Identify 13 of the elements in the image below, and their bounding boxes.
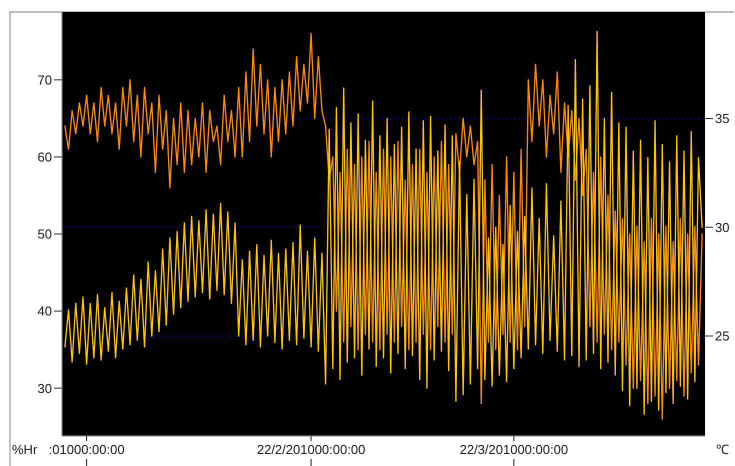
y-tick-label: 30 — [38, 380, 52, 396]
y-axis-title: %Hr — [12, 442, 38, 457]
y-tick-label: 40 — [38, 304, 52, 319]
y-tick-label: 60 — [38, 149, 52, 164]
x-tick-label: 22/3/201000:00:00 — [460, 442, 568, 457]
y2-tick-label: 35 — [715, 111, 730, 126]
y2-axis-title: ℃ — [716, 442, 729, 457]
y-tick-label: 70 — [38, 72, 52, 88]
x-tick-label: 22/2/201000:00:00 — [256, 442, 366, 457]
y2-tick-label: 25 — [715, 328, 730, 344]
y2-tick-label: 30 — [715, 220, 730, 235]
x-tick-label: :01000:00:00 — [48, 442, 125, 457]
y-tick-label: 50 — [38, 226, 52, 242]
